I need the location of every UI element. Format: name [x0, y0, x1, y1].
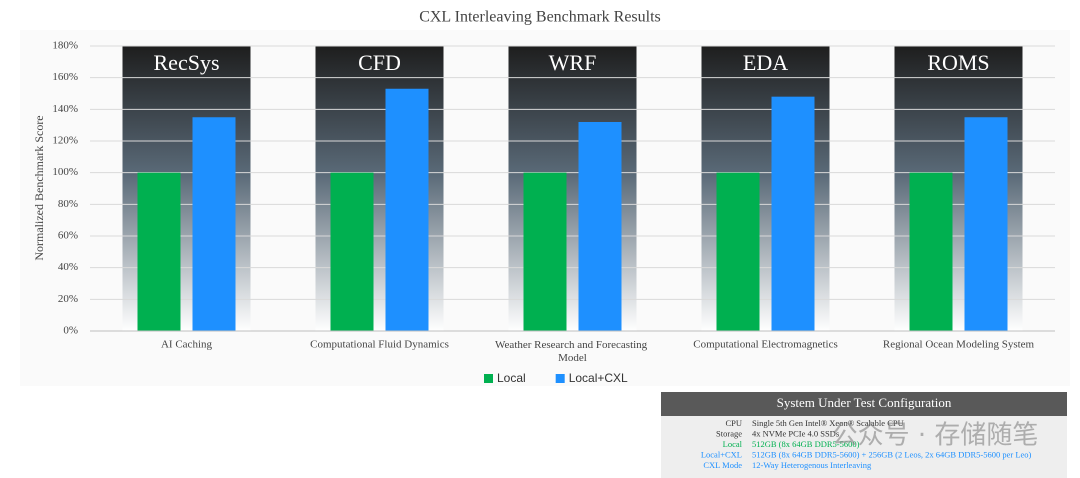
y-tick-label: 0%	[63, 325, 78, 337]
config-value: 512GB (8x 64GB DDR5-5600) + 256GB (2 Leo…	[752, 449, 1032, 459]
x-tick-label: Regional Ocean Modeling System	[883, 339, 1035, 351]
config-value: 4x NVMe PCIe 4.0 SSDs	[752, 428, 839, 438]
y-tick-label: 160%	[52, 71, 78, 83]
config-label: CPU	[725, 418, 742, 428]
y-tick-label: 20%	[58, 293, 78, 305]
y-tick-label: 140%	[52, 103, 78, 115]
bar	[578, 122, 622, 331]
bar	[192, 117, 236, 331]
bar	[909, 172, 953, 331]
y-tick-label: 40%	[58, 261, 78, 273]
panel-label: WRF	[549, 50, 597, 75]
bar	[964, 117, 1008, 331]
panel-label: EDA	[743, 50, 788, 75]
config-value: Single 5th Gen Intel® Xeon® Scalable CPU	[752, 418, 904, 428]
config-title: System Under Test Configuration	[777, 395, 952, 410]
y-axis-label: Normalized Benchmark Score	[32, 115, 46, 260]
legend-label: Local	[497, 371, 526, 385]
bar	[523, 172, 567, 331]
bar	[137, 172, 181, 331]
bar	[716, 172, 760, 331]
bar	[771, 96, 815, 332]
config-header	[661, 392, 1067, 416]
panel-label: RecSys	[154, 50, 220, 75]
y-tick-label: 180%	[52, 40, 78, 52]
x-tick-label: AI Caching	[161, 339, 213, 351]
watermark: 公众号 · 存储随笔	[832, 421, 1039, 451]
config-label: Local+CXL	[701, 449, 742, 459]
x-tick-label: Weather Research and Forecasting Model	[495, 339, 650, 364]
config-label: CXL Mode	[703, 460, 742, 470]
config-label: Storage	[716, 428, 742, 438]
chart-title: CXL Interleaving Benchmark Results	[419, 9, 661, 26]
y-tick-label: 60%	[58, 230, 78, 242]
y-tick-label: 120%	[52, 135, 78, 147]
y-tick-label: 100%	[52, 166, 78, 178]
config-table: System Under Test Configuration CPU Singl…	[661, 392, 1067, 478]
config-label: Local	[723, 439, 743, 449]
config-value: 512GB (8x 64GB DDR5-5600)	[752, 439, 860, 449]
panel-label: CFD	[358, 50, 401, 75]
legend-swatch	[555, 374, 565, 383]
legend-swatch	[484, 374, 493, 383]
bar	[330, 172, 374, 331]
legend-label: Local+CXL	[569, 371, 628, 385]
bar	[385, 88, 429, 331]
x-tick-label: Computational Fluid Dynamics	[310, 339, 449, 351]
y-tick-label: 80%	[58, 198, 78, 210]
panel-label: ROMS	[927, 50, 989, 75]
config-value: 12-Way Heterogenous Interleaving	[752, 460, 872, 470]
x-tick-label: Computational Electromagnetics	[693, 339, 838, 351]
